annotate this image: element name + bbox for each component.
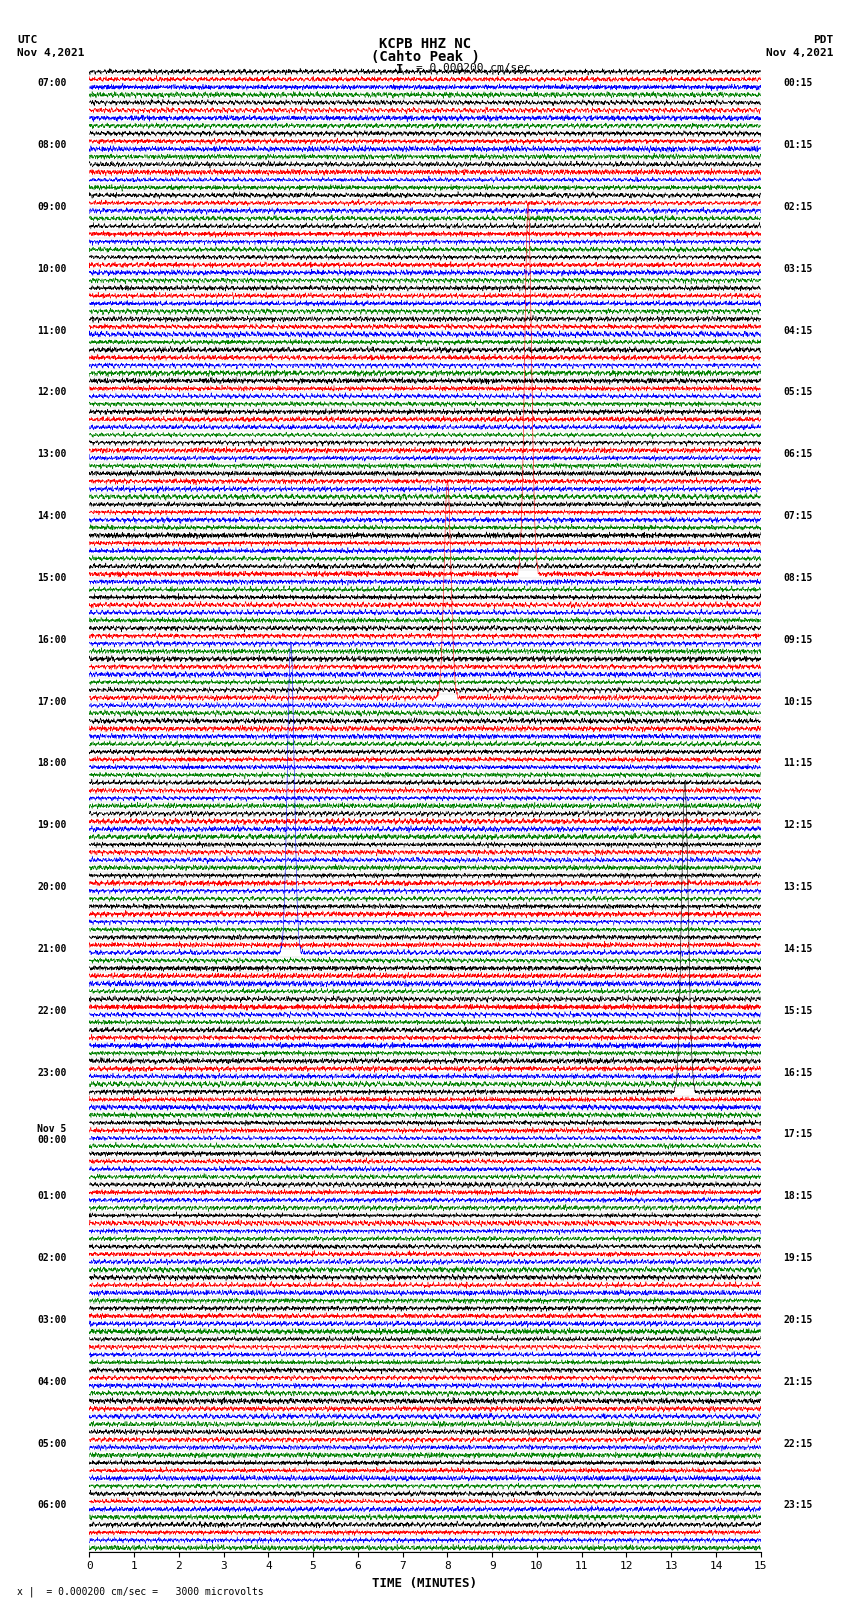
Text: 07:00: 07:00	[37, 77, 67, 89]
Text: x |  = 0.000200 cm/sec =   3000 microvolts: x | = 0.000200 cm/sec = 3000 microvolts	[17, 1586, 264, 1597]
Text: 01:15: 01:15	[783, 140, 813, 150]
Text: 18:15: 18:15	[783, 1190, 813, 1202]
Text: 22:00: 22:00	[37, 1005, 67, 1016]
Text: 20:15: 20:15	[783, 1315, 813, 1324]
Text: 09:15: 09:15	[783, 634, 813, 645]
Text: 09:00: 09:00	[37, 202, 67, 211]
Text: (Cahto Peak ): (Cahto Peak )	[371, 50, 479, 65]
Text: 12:00: 12:00	[37, 387, 67, 397]
Text: 11:00: 11:00	[37, 326, 67, 336]
X-axis label: TIME (MINUTES): TIME (MINUTES)	[372, 1578, 478, 1590]
Text: 15:15: 15:15	[783, 1005, 813, 1016]
Text: 01:00: 01:00	[37, 1190, 67, 1202]
Text: 10:00: 10:00	[37, 263, 67, 274]
Text: 03:15: 03:15	[783, 263, 813, 274]
Text: UTC: UTC	[17, 35, 37, 45]
Text: 10:15: 10:15	[783, 697, 813, 706]
Text: 14:00: 14:00	[37, 511, 67, 521]
Text: 12:15: 12:15	[783, 819, 813, 831]
Text: 06:00: 06:00	[37, 1500, 67, 1510]
Text: 08:15: 08:15	[783, 573, 813, 582]
Text: 15:00: 15:00	[37, 573, 67, 582]
Text: 03:00: 03:00	[37, 1315, 67, 1324]
Text: 00:15: 00:15	[783, 77, 813, 89]
Text: = 0.000200 cm/sec: = 0.000200 cm/sec	[416, 63, 531, 73]
Text: 05:00: 05:00	[37, 1439, 67, 1448]
Text: 18:00: 18:00	[37, 758, 67, 768]
Text: 02:00: 02:00	[37, 1253, 67, 1263]
Text: 20:00: 20:00	[37, 882, 67, 892]
Text: 02:15: 02:15	[783, 202, 813, 211]
Text: 17:00: 17:00	[37, 697, 67, 706]
Text: 04:15: 04:15	[783, 326, 813, 336]
Text: 19:15: 19:15	[783, 1253, 813, 1263]
Text: 13:15: 13:15	[783, 882, 813, 892]
Text: 23:00: 23:00	[37, 1068, 67, 1077]
Text: 04:00: 04:00	[37, 1376, 67, 1387]
Text: Nov 4,2021: Nov 4,2021	[766, 48, 833, 58]
Text: 21:15: 21:15	[783, 1376, 813, 1387]
Text: 22:15: 22:15	[783, 1439, 813, 1448]
Text: 19:00: 19:00	[37, 819, 67, 831]
Text: I: I	[396, 63, 403, 76]
Text: KCPB HHZ NC: KCPB HHZ NC	[379, 37, 471, 52]
Text: 16:15: 16:15	[783, 1068, 813, 1077]
Text: 21:00: 21:00	[37, 944, 67, 953]
Text: 14:15: 14:15	[783, 944, 813, 953]
Text: 16:00: 16:00	[37, 634, 67, 645]
Text: 17:15: 17:15	[783, 1129, 813, 1139]
Text: Nov 5
00:00: Nov 5 00:00	[37, 1124, 67, 1145]
Text: PDT: PDT	[813, 35, 833, 45]
Text: 23:15: 23:15	[783, 1500, 813, 1510]
Text: 06:15: 06:15	[783, 448, 813, 460]
Text: 07:15: 07:15	[783, 511, 813, 521]
Text: 13:00: 13:00	[37, 448, 67, 460]
Text: 11:15: 11:15	[783, 758, 813, 768]
Text: Nov 4,2021: Nov 4,2021	[17, 48, 84, 58]
Text: 05:15: 05:15	[783, 387, 813, 397]
Text: 08:00: 08:00	[37, 140, 67, 150]
